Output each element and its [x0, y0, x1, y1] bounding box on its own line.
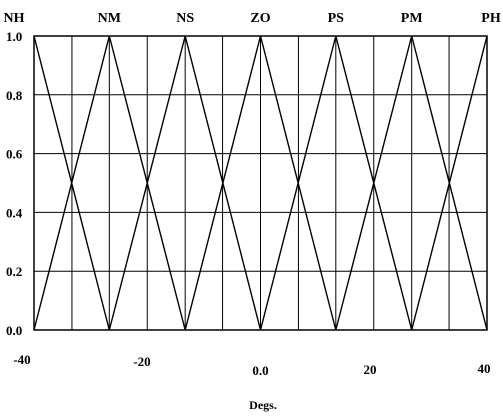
x-tick-label: -40 [13, 352, 30, 367]
y-tick-labels: 0.0 0.2 0.4 0.6 0.8 1.0 [6, 29, 23, 338]
series-label-ph: PH [481, 11, 501, 26]
series-label-nh: NH [4, 11, 25, 26]
x-axis-title: Degs. [249, 398, 277, 412]
series-ph-line [411, 35, 488, 331]
x-tick-labels: -40 -20 0.0 20 40 [13, 352, 490, 378]
y-tick-label: 0.4 [6, 205, 23, 220]
series-label-nm: NM [98, 11, 121, 26]
y-tick-label: 0.2 [6, 264, 22, 279]
y-tick-label: 0.0 [6, 323, 22, 338]
x-tick-label: -20 [133, 354, 150, 369]
y-tick-label: 1.0 [6, 29, 22, 44]
series-label-pm: PM [401, 11, 423, 26]
membership-labels: NH NM NS ZO PS PM PH [4, 11, 501, 26]
series-label-ns: NS [176, 11, 194, 26]
series-label-ps: PS [328, 11, 345, 26]
x-tick-label: 20 [364, 362, 377, 377]
x-tick-label: 40 [478, 361, 491, 376]
y-tick-label: 0.8 [6, 88, 23, 103]
y-tick-label: 0.6 [6, 147, 23, 162]
grid [34, 36, 487, 330]
plot-frame [33, 35, 488, 331]
x-tick-label: 0.0 [252, 363, 268, 378]
series-label-zo: ZO [250, 11, 270, 26]
